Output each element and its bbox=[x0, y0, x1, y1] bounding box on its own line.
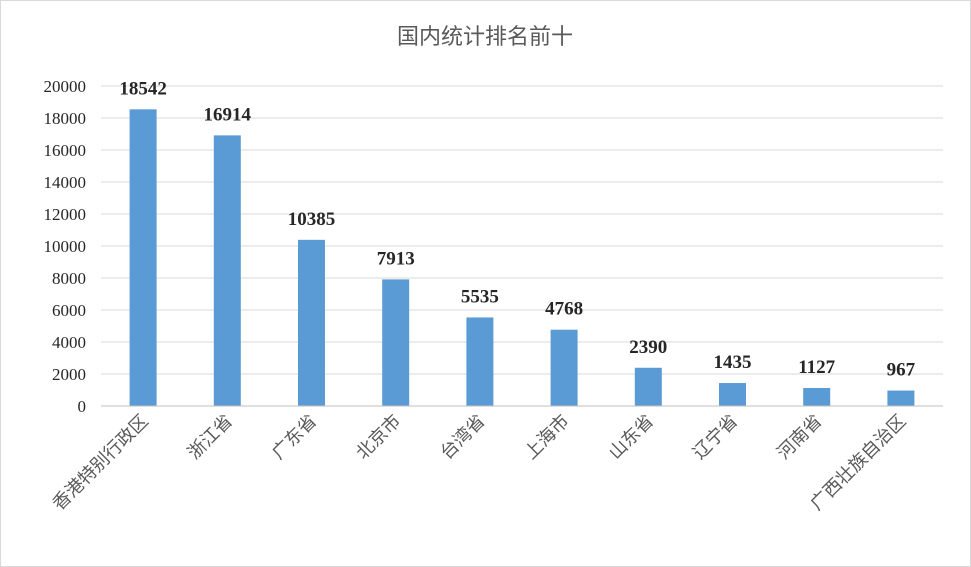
bar bbox=[129, 109, 157, 406]
x-tick-label: 广东省 bbox=[268, 411, 321, 464]
x-tick-label: 香港特别行政区 bbox=[49, 411, 153, 515]
bar bbox=[382, 279, 410, 406]
y-tick-label: 18000 bbox=[44, 109, 87, 128]
y-tick-label: 0 bbox=[78, 397, 87, 416]
x-tick-label: 山东省 bbox=[605, 411, 658, 464]
y-tick-label: 16000 bbox=[44, 141, 87, 160]
x-tick-label: 浙江省 bbox=[184, 411, 237, 464]
y-tick-label: 20000 bbox=[44, 77, 87, 96]
bar bbox=[719, 383, 746, 406]
chart-title: 国内统计排名前十 bbox=[397, 25, 573, 50]
bar bbox=[634, 367, 662, 406]
x-tick-label: 台湾省 bbox=[436, 411, 489, 464]
bar bbox=[466, 317, 494, 406]
x-tick-label: 北京市 bbox=[352, 411, 405, 464]
x-tick-label: 河南省 bbox=[773, 411, 826, 464]
data-label: 18542 bbox=[119, 78, 167, 99]
x-tick-label: 上海市 bbox=[521, 411, 574, 464]
bar bbox=[298, 239, 325, 406]
y-tick-label: 10000 bbox=[44, 237, 87, 256]
data-label: 4768 bbox=[545, 299, 583, 320]
data-label: 5535 bbox=[461, 286, 499, 307]
bar bbox=[213, 135, 241, 406]
y-tick-label: 12000 bbox=[44, 205, 87, 224]
x-tick-label: 辽宁省 bbox=[689, 411, 742, 464]
data-label: 967 bbox=[887, 360, 916, 381]
data-label: 2390 bbox=[629, 337, 667, 358]
data-label: 1127 bbox=[798, 357, 835, 378]
y-tick-label: 6000 bbox=[52, 301, 86, 320]
y-tick-label: 4000 bbox=[52, 333, 86, 352]
data-label: 7913 bbox=[377, 248, 415, 269]
data-label: 1435 bbox=[714, 352, 752, 373]
bar bbox=[887, 390, 915, 406]
data-label: 10385 bbox=[288, 209, 336, 230]
y-tick-label: 8000 bbox=[52, 269, 86, 288]
bar bbox=[550, 329, 578, 406]
y-tick-label: 2000 bbox=[52, 365, 86, 384]
gridlines bbox=[101, 85, 943, 375]
y-axis-ticks: 0 2000 4000 6000 8000 10000 12000 14000 16000 180… bbox=[44, 77, 87, 416]
bar bbox=[803, 387, 831, 406]
data-labels: 18542 16914 10385 7913 5535 4768 2390 1435 1127 9… bbox=[119, 78, 915, 380]
data-label: 16914 bbox=[204, 104, 252, 125]
bars bbox=[129, 109, 915, 406]
y-tick-label: 14000 bbox=[44, 173, 87, 192]
